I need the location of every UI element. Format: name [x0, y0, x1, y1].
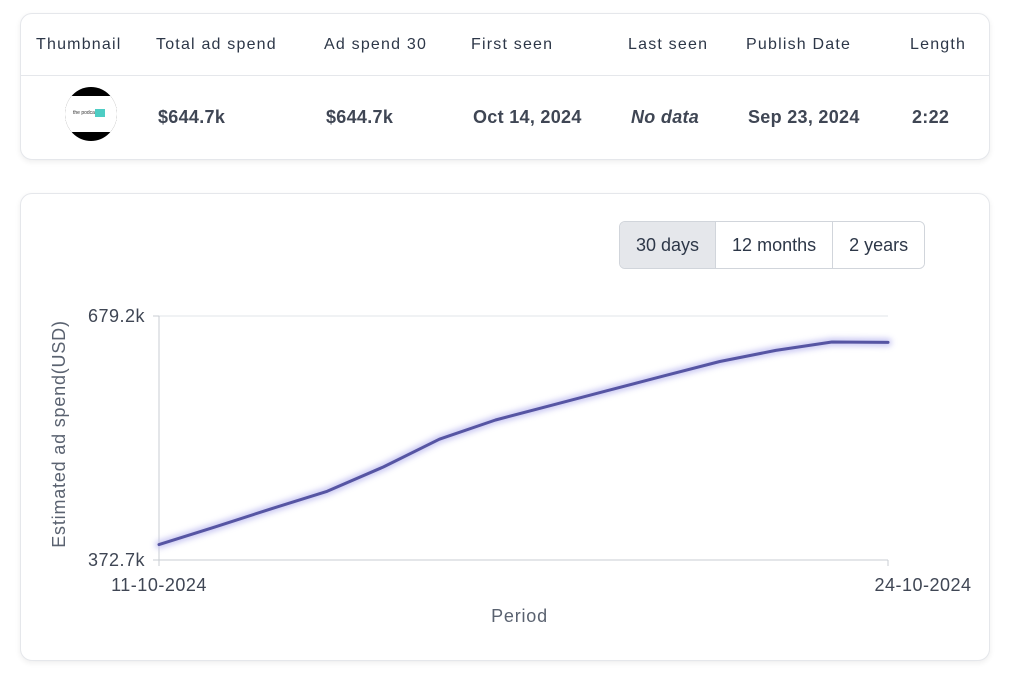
x-tick-label-start: 11-10-2024	[111, 575, 207, 595]
data-point-21-10-2024[interactable]	[714, 356, 726, 368]
cell-ad-spend-30: $644.7k	[326, 107, 394, 127]
ad-spend-line-chart: 679.2k 372.7k 11-10-2024 24-10-2024 Peri…	[49, 306, 971, 626]
data-point-18-10-2024[interactable]	[546, 399, 558, 411]
header-divider	[21, 75, 989, 76]
header-ad-spend-30: Ad spend 30	[324, 36, 428, 53]
range-30-days-button[interactable]: 30 days	[620, 222, 717, 268]
data-point-16-10-2024[interactable]	[433, 433, 445, 445]
data-point-23-10-2024[interactable]	[826, 336, 838, 348]
ad-details-table: Thumbnail Total ad spend Ad spend 30 Fir…	[20, 13, 990, 160]
series-line-glow	[155, 338, 892, 549]
range-2-years-button[interactable]: 2 years	[833, 222, 925, 268]
cell-first-seen: Oct 14, 2024	[473, 107, 582, 127]
data-point-12-10-2024[interactable]	[209, 521, 221, 533]
x-axis-title: Period	[491, 606, 548, 626]
cell-total-ad-spend: $644.7k	[158, 107, 226, 127]
header-length: Length	[910, 36, 967, 53]
data-point-22-10-2024[interactable]	[770, 344, 782, 356]
x-tick-label-end: 24-10-2024	[874, 575, 971, 595]
data-point-19-10-2024[interactable]	[602, 385, 614, 397]
data-point-14-10-2024[interactable]	[321, 485, 333, 497]
header-last-seen: Last seen	[628, 36, 709, 53]
cell-length: 2:22	[912, 107, 950, 127]
thumbnail-frame: the podcast	[65, 96, 117, 132]
ad-thumbnail[interactable]: the podcast	[65, 87, 117, 141]
y-axis-title: Estimated ad spend(USD)	[49, 320, 69, 548]
series-points	[153, 336, 894, 551]
thumbnail-accent	[95, 109, 105, 117]
header-thumbnail: Thumbnail	[36, 36, 122, 53]
data-point-17-10-2024[interactable]	[489, 414, 501, 426]
header-publish-date: Publish Date	[746, 36, 852, 53]
header-first-seen: First seen	[471, 36, 554, 53]
range-selector: 30 days 12 months 2 years	[619, 221, 926, 269]
data-point-24-10-2024[interactable]	[882, 336, 894, 348]
ad-spend-chart-card: 30 days 12 months 2 years 679.2k 372.7k …	[20, 193, 990, 661]
y-tick-label-min: 372.7k	[88, 550, 146, 570]
cell-publish-date: Sep 23, 2024	[748, 107, 860, 127]
series-line[interactable]	[157, 340, 890, 547]
data-point-15-10-2024[interactable]	[377, 461, 389, 473]
cell-last-seen: No data	[631, 107, 700, 127]
data-point-20-10-2024[interactable]	[658, 370, 670, 382]
header-total-ad-spend: Total ad spend	[156, 36, 277, 53]
data-point-11-10-2024[interactable]	[153, 539, 165, 551]
thumbnail-logo-text: the podcast	[73, 110, 99, 116]
y-tick-label-max: 679.2k	[88, 306, 146, 326]
data-point-13-10-2024[interactable]	[265, 503, 277, 515]
range-12-months-button[interactable]: 12 months	[716, 222, 834, 268]
